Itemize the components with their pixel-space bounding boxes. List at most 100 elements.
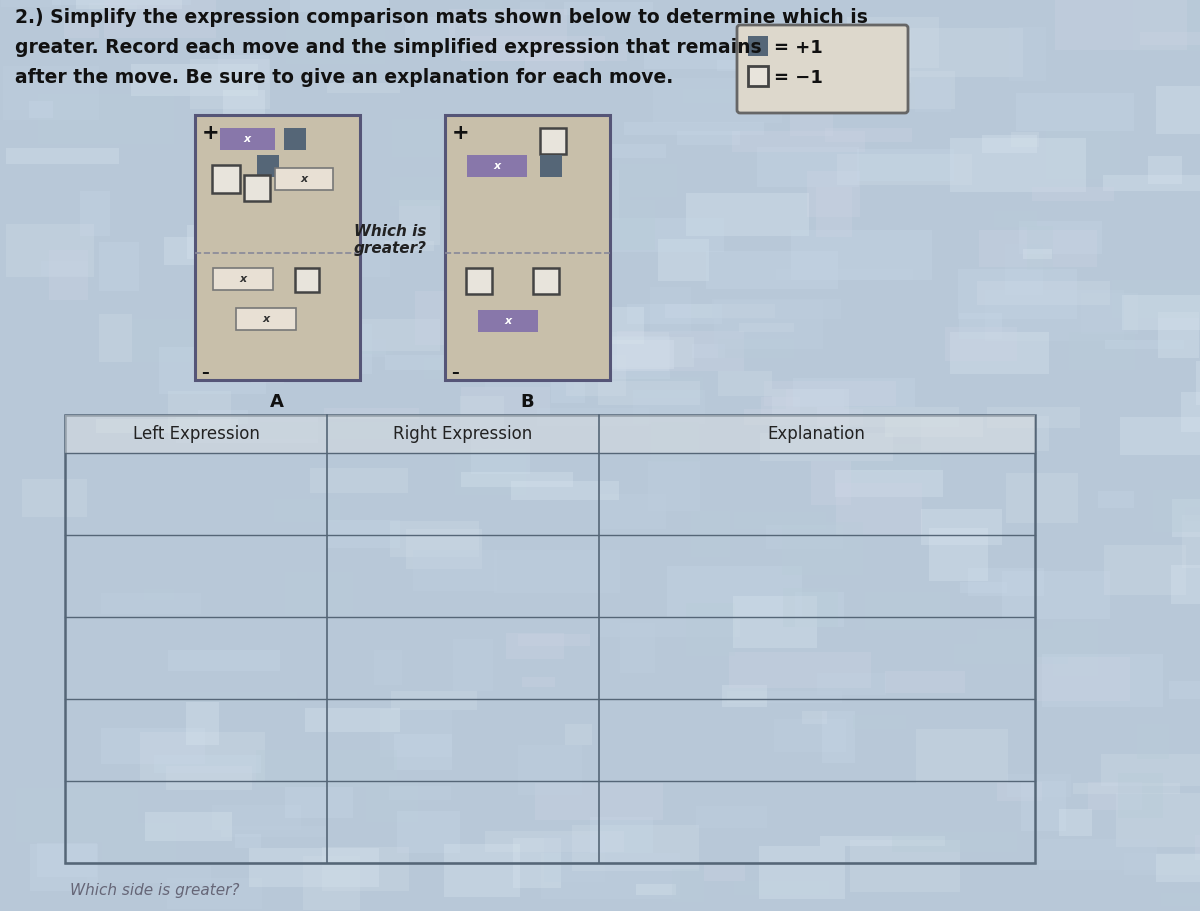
Bar (478, 0, 502, 28)
Bar (790, 112, 833, 136)
Bar (470, 433, 530, 474)
Bar (1156, 855, 1200, 883)
Bar (326, 83, 400, 94)
Text: 2.) Simplify the expression comparison mats shown below to determine which is: 2.) Simplify the expression comparison m… (14, 8, 868, 27)
Bar (223, 90, 265, 119)
Bar (454, 639, 493, 691)
Bar (950, 138, 1086, 191)
Bar (86, 866, 211, 883)
Bar (217, 119, 294, 133)
Bar (892, 832, 1016, 852)
Bar (865, 592, 950, 630)
Bar (761, 397, 800, 419)
Bar (305, 708, 400, 732)
Bar (4, 66, 98, 120)
Bar (467, 155, 527, 177)
Bar (1002, 570, 1110, 619)
Bar (696, 806, 767, 828)
Bar (506, 157, 536, 187)
Bar (988, 407, 1080, 428)
Bar (98, 242, 139, 292)
Bar (250, 848, 379, 886)
Text: x: x (263, 314, 270, 324)
Bar (385, 241, 434, 251)
Bar (677, 130, 740, 145)
Bar (49, 251, 89, 301)
Bar (1060, 809, 1092, 835)
Bar (1098, 491, 1134, 508)
Bar (683, 89, 736, 103)
Bar (791, 230, 932, 281)
Bar (718, 371, 773, 395)
Bar (739, 322, 794, 333)
Bar (251, 368, 284, 383)
Bar (450, 8, 568, 45)
Bar (793, 377, 916, 407)
Bar (602, 340, 674, 369)
Bar (104, 0, 216, 38)
Bar (1024, 250, 1052, 259)
Bar (606, 145, 666, 159)
Bar (176, 417, 318, 444)
Bar (1104, 545, 1186, 596)
Bar (570, 377, 703, 398)
Text: B: B (520, 393, 534, 411)
Bar (920, 509, 1002, 545)
Bar (786, 389, 844, 409)
Bar (1007, 774, 1070, 797)
Bar (518, 744, 582, 794)
Bar (704, 864, 745, 881)
Bar (767, 526, 844, 548)
Bar (1052, 622, 1098, 676)
Bar (145, 812, 233, 841)
Bar (598, 494, 666, 529)
Bar (304, 240, 390, 278)
Bar (394, 733, 452, 770)
Bar (1043, 654, 1163, 707)
Bar (950, 333, 1049, 374)
Bar (187, 224, 260, 259)
Bar (100, 314, 132, 362)
Bar (102, 823, 175, 864)
Bar (491, 44, 626, 61)
Bar (977, 630, 1085, 654)
Bar (1171, 565, 1200, 604)
Bar (859, 29, 912, 83)
Bar (272, 339, 386, 357)
Bar (596, 616, 740, 637)
Bar (1116, 793, 1200, 847)
Bar (366, 782, 419, 822)
Bar (160, 347, 266, 394)
Bar (461, 36, 605, 61)
Bar (571, 275, 612, 306)
Bar (757, 148, 859, 187)
Bar (164, 237, 223, 265)
Bar (310, 467, 408, 493)
Bar (626, 304, 722, 323)
Bar (1080, 293, 1138, 334)
Bar (806, 171, 859, 217)
Bar (167, 878, 262, 908)
Bar (978, 230, 1097, 267)
Bar (65, 415, 1034, 863)
Bar (535, 783, 662, 820)
Bar (536, 408, 649, 425)
Bar (485, 350, 574, 390)
Bar (758, 845, 845, 899)
Bar (37, 94, 174, 144)
Text: +: + (202, 123, 220, 143)
Bar (1105, 340, 1184, 349)
Bar (730, 651, 871, 689)
Text: = +1: = +1 (774, 39, 823, 57)
Bar (6, 224, 94, 277)
Bar (244, 175, 270, 201)
Bar (218, 55, 269, 84)
Bar (1055, 0, 1187, 50)
Bar (1073, 783, 1180, 793)
Bar (659, 239, 709, 281)
Bar (776, 269, 913, 280)
Bar (766, 49, 835, 103)
Bar (390, 177, 530, 207)
Bar (572, 824, 700, 871)
Bar (884, 27, 1022, 77)
